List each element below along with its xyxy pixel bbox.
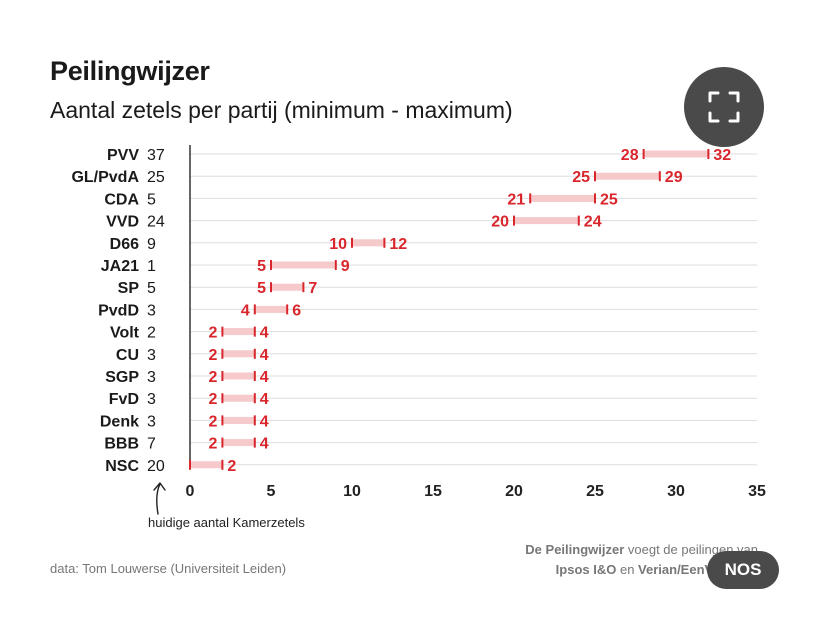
current-seats: 25 [147,169,165,186]
max-label: 4 [260,436,269,453]
party-name: SP [118,280,140,297]
nos-logo-badge[interactable]: NOS [707,551,779,589]
min-label: 4 [241,302,250,319]
min-label: 10 [329,236,347,253]
range-bar [222,439,255,447]
arrow-icon [153,482,166,515]
party-name: PVV [107,147,139,164]
chart-subtitle: Aantal zetels per partij (minimum - maxi… [50,97,513,123]
min-label: 28 [621,147,639,164]
pollster-sep: en [616,562,639,577]
party-name: PvdD [98,302,139,319]
party-name: VVD [106,214,139,231]
party-name: BBB [104,436,139,453]
party-name: FvD [109,391,139,408]
party-name: D66 [110,236,139,253]
expand-icon [708,91,740,123]
range-bar [352,239,385,247]
max-label: 4 [260,391,269,408]
range-bar [271,283,304,291]
range-bar [514,217,579,225]
min-label: 2 [208,369,217,386]
party-name: Denk [100,413,139,430]
current-seats: 37 [147,147,165,164]
pollster-1: Ipsos I&O [555,562,617,577]
max-label: 7 [308,280,317,297]
x-tick-label: 5 [267,483,276,500]
x-tick-label: 25 [586,483,604,500]
party-name: JA21 [101,258,139,275]
party-name: GL/PvdA [71,169,139,186]
max-label: 6 [292,302,301,319]
current-seats: 3 [147,302,156,319]
current-seats: 2 [147,325,156,342]
current-seats: 5 [147,280,156,297]
range-bar [595,172,660,180]
max-label: 4 [260,369,269,386]
max-label: 32 [713,147,731,164]
current-seats: 3 [147,391,156,408]
party-name: CDA [104,191,139,208]
party-name: NSC [105,458,139,475]
current-seats: 3 [147,369,156,386]
range-bar [190,461,223,469]
max-label: 4 [260,325,269,342]
annotation-label: huidige aantal Kamerzetels [148,515,305,530]
current-seats: 24 [147,214,165,231]
range-bar [222,372,255,380]
max-label: 25 [600,191,618,208]
max-label: 2 [227,458,236,475]
x-tick-label: 20 [505,483,523,500]
min-label: 2 [208,391,217,408]
min-label: 2 [208,436,217,453]
chart-title: Peilingwijzer [50,56,210,86]
x-tick-label: 15 [424,483,442,500]
max-label: 24 [584,214,602,231]
x-tick-label: 35 [748,483,766,500]
range-bar [254,305,288,313]
max-label: 4 [260,347,269,364]
expand-button[interactable] [684,67,764,147]
party-name: SGP [105,369,139,386]
source-note: data: Tom Louwerse (Universiteit Leiden) [50,561,287,576]
max-label: 4 [260,413,269,430]
current-seats: 20 [147,458,165,475]
current-seats: 3 [147,347,156,364]
party-name: CU [116,347,139,364]
credit-bold: De Peilingwijzer [525,542,625,557]
min-label: 5 [257,258,266,275]
range-bar [271,261,336,269]
min-label: 2 [208,347,217,364]
min-label: 5 [257,280,266,297]
range-bar [530,194,595,202]
party-name: Volt [110,325,140,342]
max-label: 29 [665,169,683,186]
range-bar [643,150,709,158]
max-label: 12 [389,236,407,253]
current-seats: 1 [147,258,156,275]
x-tick-label: 0 [186,483,195,500]
current-seats: 5 [147,191,156,208]
range-bar [222,416,255,424]
current-seats: 7 [147,436,156,453]
range-bar [222,328,255,336]
current-seats: 9 [147,236,156,253]
min-label: 2 [208,325,217,342]
current-seats: 3 [147,413,156,430]
min-label: 20 [491,214,509,231]
min-label: 2 [208,413,217,430]
range-bar [222,394,255,402]
x-tick-label: 10 [343,483,361,500]
x-tick-label: 30 [667,483,685,500]
max-label: 9 [341,258,350,275]
min-label: 21 [507,191,525,208]
min-label: 25 [572,169,590,186]
range-bar [222,350,255,358]
